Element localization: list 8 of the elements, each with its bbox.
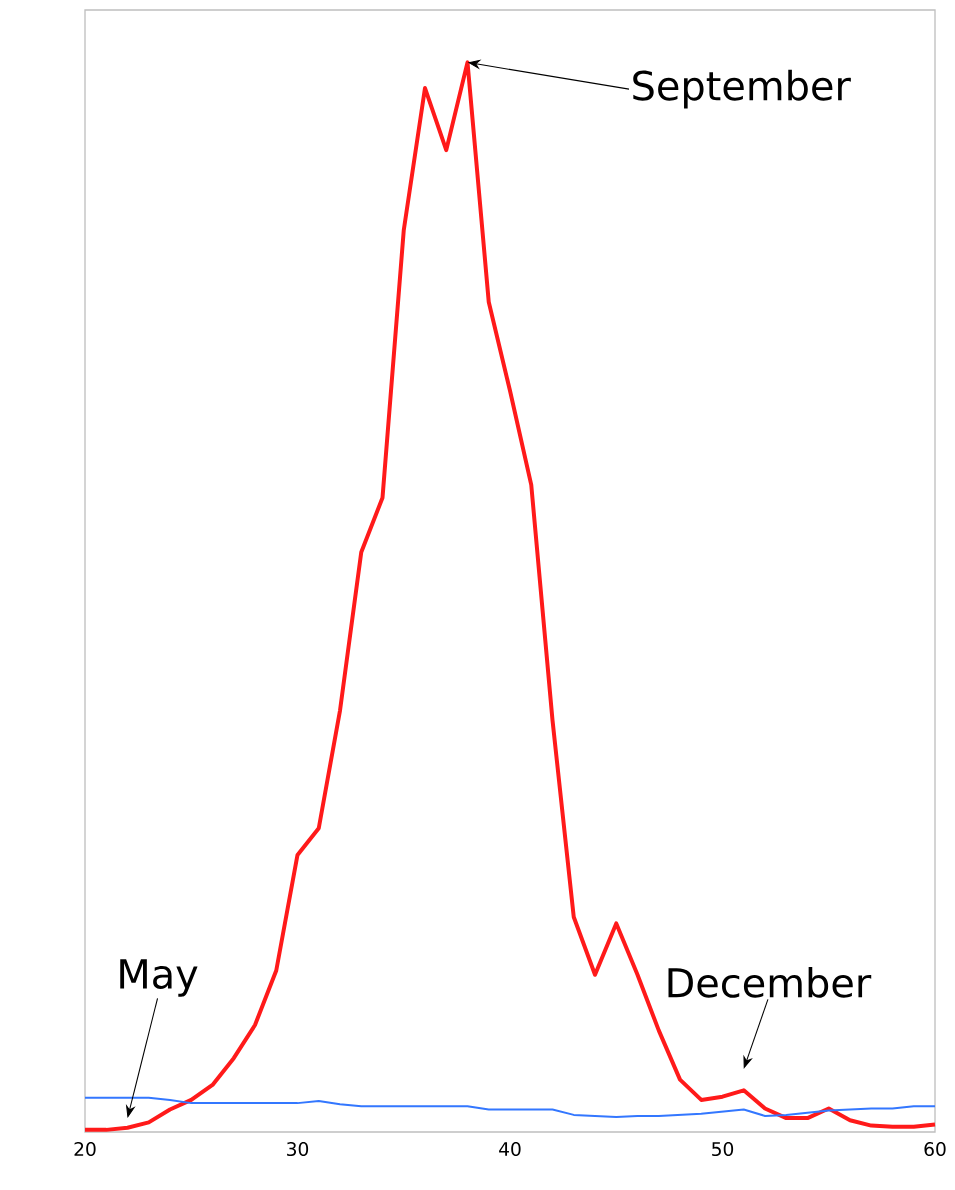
annotation: December bbox=[668, 966, 872, 998]
x-tick-label: 20 bbox=[74, 1142, 96, 1157]
annotation: May bbox=[120, 959, 198, 997]
annotation: September bbox=[633, 69, 851, 109]
x-tick-label: 30 bbox=[287, 1142, 309, 1157]
x-tick-label: 40 bbox=[499, 1142, 521, 1157]
x-tick-label: 50 bbox=[712, 1142, 734, 1157]
x-tick-label: 60 bbox=[924, 1142, 946, 1157]
